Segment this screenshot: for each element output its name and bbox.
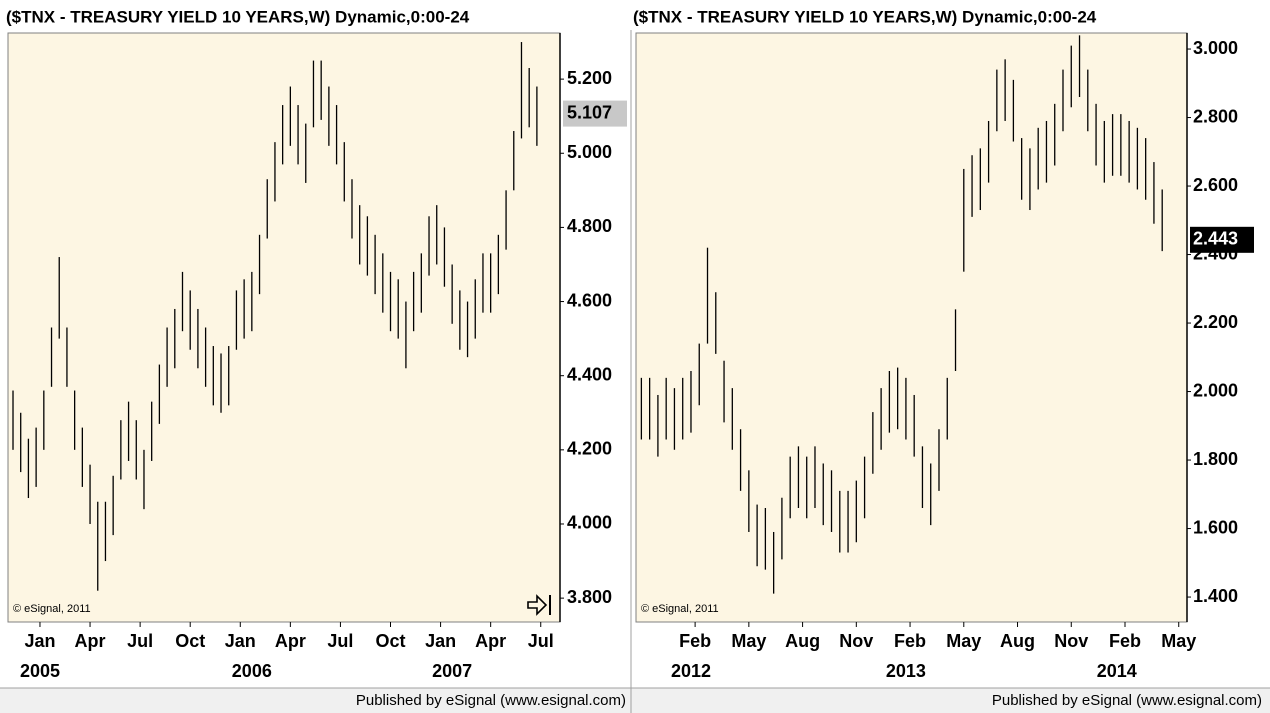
x-tick-label: Jul: [327, 631, 353, 651]
x-tick-label: Feb: [1109, 631, 1141, 651]
x-tick-label: Nov: [839, 631, 873, 651]
x-tick-label: Apr: [75, 631, 106, 651]
x-tick-label: May: [1161, 631, 1196, 651]
y-tick-label: 2.800: [1193, 106, 1238, 126]
last-value-box: [563, 100, 627, 127]
y-tick-label: 5.000: [567, 142, 612, 162]
x-tick-label: Oct: [376, 631, 406, 651]
year-label: 2014: [1097, 661, 1137, 681]
x-tick-label: Feb: [894, 631, 926, 651]
plot-area: [7, 32, 561, 623]
y-tick-label: 4.000: [567, 513, 612, 533]
x-tick-label: May: [946, 631, 981, 651]
chart-panel: ($TNX - TREASURY YIELD 10 YEARS,W) Dynam…: [6, 7, 627, 709]
footer-text: Published by eSignal (www.esignal.com): [356, 692, 626, 709]
chart-title: ($TNX - TREASURY YIELD 10 YEARS,W) Dynam…: [633, 7, 1097, 26]
year-label: 2012: [671, 661, 711, 681]
y-tick-label: 4.600: [567, 290, 612, 310]
copyright: © eSignal, 2011: [13, 603, 91, 615]
y-tick-label: 4.200: [567, 439, 612, 459]
x-tick-label: Feb: [679, 631, 711, 651]
x-tick-label: Jul: [528, 631, 554, 651]
x-tick-label: Jan: [425, 631, 456, 651]
footer-band: [0, 688, 1270, 713]
y-tick-label: 4.400: [567, 364, 612, 384]
year-label: 2006: [232, 661, 272, 681]
expand-icon[interactable]: [527, 594, 551, 616]
x-tick-label: Apr: [475, 631, 506, 651]
y-tick-label: 3.000: [1193, 38, 1238, 58]
year-label: 2007: [432, 661, 472, 681]
x-tick-label: Nov: [1054, 631, 1088, 651]
chart-panel: ($TNX - TREASURY YIELD 10 YEARS,W) Dynam…: [633, 7, 1262, 708]
x-tick-label: Aug: [785, 631, 820, 651]
x-tick-label: Jan: [24, 631, 55, 651]
x-tick-label: May: [731, 631, 766, 651]
y-tick-label: 3.800: [567, 587, 612, 607]
copyright: © eSignal, 2011: [641, 603, 719, 615]
last-value-label: 2.443: [1193, 229, 1238, 249]
x-tick-label: Aug: [1000, 631, 1035, 651]
y-tick-label: 5.200: [567, 68, 612, 88]
x-tick-label: Jan: [225, 631, 256, 651]
y-tick-label: 1.400: [1193, 586, 1238, 606]
y-tick-label: 1.600: [1193, 517, 1238, 537]
plot-area: [635, 32, 1188, 623]
x-tick-label: Apr: [275, 631, 306, 651]
footer-text: Published by eSignal (www.esignal.com): [992, 692, 1262, 709]
last-value-box: [1190, 226, 1254, 253]
x-tick-label: Oct: [175, 631, 205, 651]
y-tick-label: 4.800: [567, 216, 612, 236]
y-tick-label: 2.600: [1193, 175, 1238, 195]
year-label: 2005: [20, 661, 60, 681]
chart-title: ($TNX - TREASURY YIELD 10 YEARS,W) Dynam…: [6, 7, 470, 26]
y-tick-label: 1.800: [1193, 449, 1238, 469]
y-tick-label: 2.200: [1193, 312, 1238, 332]
x-tick-label: Jul: [127, 631, 153, 651]
year-label: 2013: [886, 661, 926, 681]
y-tick-label: 2.000: [1193, 380, 1238, 400]
last-value-label: 5.107: [567, 102, 612, 122]
